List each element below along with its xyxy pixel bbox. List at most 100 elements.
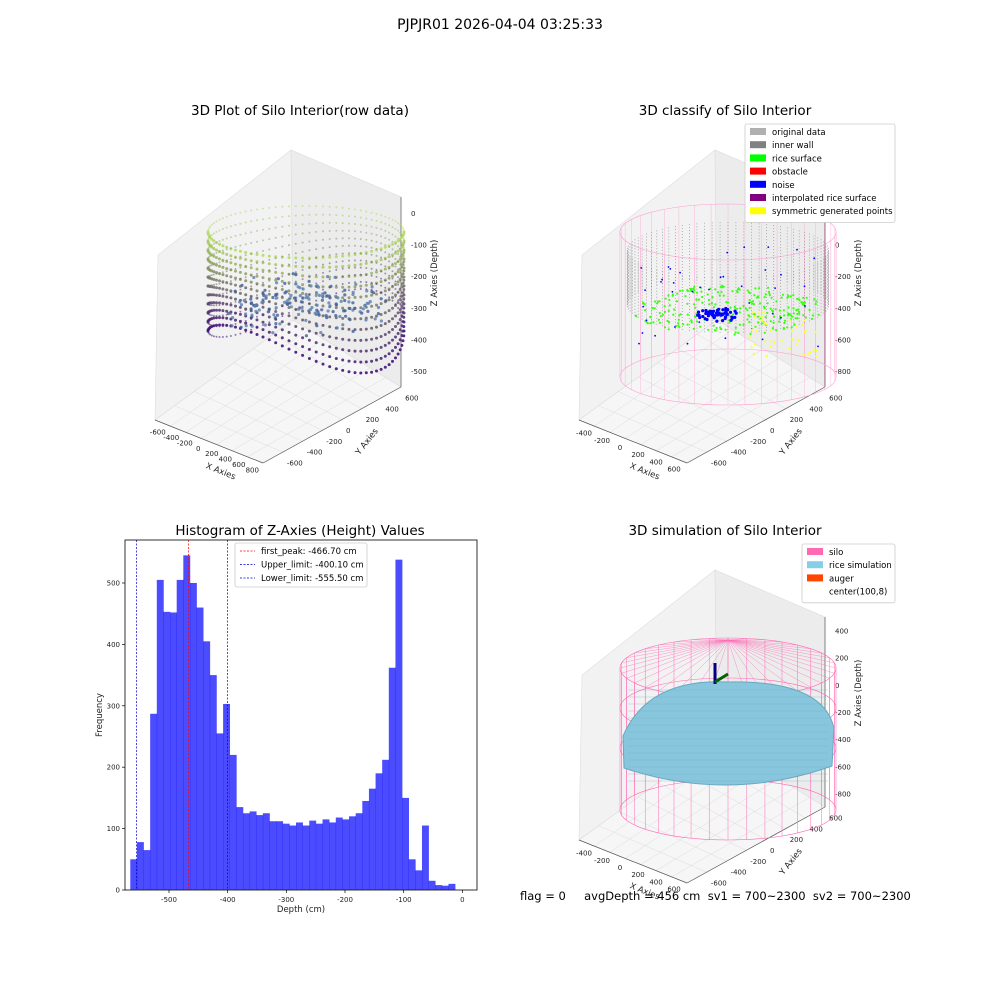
raw-point [221,244,225,248]
y-tick-label: 600 [829,814,842,822]
raw-point [210,274,213,277]
raw-point [321,304,325,308]
z-tick-label: -600 [835,337,851,345]
raw-point [225,292,228,294]
raw-point [391,359,394,363]
rice-surface-point [690,319,693,322]
raw-point [225,288,229,292]
raw-point [396,352,400,356]
raw-point [379,313,383,316]
raw-point [215,262,218,265]
noise-point [748,302,751,304]
raw-point [380,270,383,273]
grid-line [638,796,747,851]
raw-point [399,271,402,274]
raw-point [379,324,383,327]
y-tick-label: 200 [366,416,379,424]
raw-point [328,213,331,216]
raw-point [234,212,237,215]
histogram-bar [315,823,323,890]
rice-surface-point [733,306,737,309]
raw-point [210,244,213,246]
grid-line [697,334,806,399]
symmetric-point [795,324,798,328]
raw-point [391,296,394,299]
raw-point [256,208,258,211]
raw-point [347,300,351,304]
raw-point [215,314,218,317]
raw-point [394,314,397,318]
symmetric-point [807,352,811,355]
raw-point [348,318,352,322]
raw-point [397,268,400,271]
x-tick-label: -400 [220,896,236,904]
raw-point [215,230,218,233]
raw-point [218,304,221,307]
simulation-panel-title: 3D simulation of Silo Interior [628,523,822,539]
raw-point [397,222,400,225]
legend-label: inner wall [772,141,813,151]
raw-point [397,291,400,294]
rice-surface-point [671,293,675,296]
raw-point [391,299,394,302]
grid-line [247,377,386,458]
silo-roof-wire [673,639,729,695]
raw-point [396,270,400,274]
noise-point [761,338,764,341]
raw-point [314,294,318,297]
noise-point [722,275,725,278]
rice-surface-point [728,321,731,324]
raw-point [335,253,338,256]
raw-point [335,214,338,217]
rice-surface-point [720,290,723,294]
raw-point [221,260,224,263]
symmetric-point [763,321,766,325]
raw-point [354,230,356,233]
raw-point [244,319,247,322]
raw-point [268,321,271,324]
raw-point [400,233,403,236]
rice-surface-point [646,322,650,325]
raw-point [261,268,265,272]
legend-label: original data [772,128,826,138]
raw-point [234,311,237,314]
raw-point [353,349,357,353]
histogram-bar [448,883,456,890]
histogram-bar [130,859,138,890]
y-axis-line [686,806,826,884]
raw-point [402,244,404,247]
histogram-bar [223,703,231,890]
raw-point [262,313,264,316]
noise-point [713,314,717,318]
raw-point [400,282,403,285]
raw-point [238,270,242,274]
raw-point [315,324,319,328]
x-tick-label: -200 [594,437,610,445]
y-tick-label: 0 [346,427,350,435]
rice-surface-point [789,314,792,317]
raw-point [353,306,357,310]
raw-point [239,233,242,236]
raw-point [281,285,284,288]
raw-point [335,284,338,287]
raw-point [218,336,221,338]
raw-point [400,245,404,249]
raw-point [314,275,318,279]
silo-roof-wire [621,639,729,664]
rice-surface-point [811,314,815,317]
rice-surface-point [659,314,663,318]
grid-line [618,811,727,862]
raw-point [221,217,224,220]
raw-point [288,273,290,276]
raw-point [399,255,402,258]
histogram-bar [395,559,403,890]
raw-point [239,332,242,335]
legend-swatch [807,561,823,569]
silo-roof-wire [634,639,729,684]
raw-point [210,284,213,287]
raw-point [398,348,402,352]
y-axis-line [262,386,402,464]
legend-label: rice surface [772,154,822,164]
symmetric-point [754,330,758,333]
